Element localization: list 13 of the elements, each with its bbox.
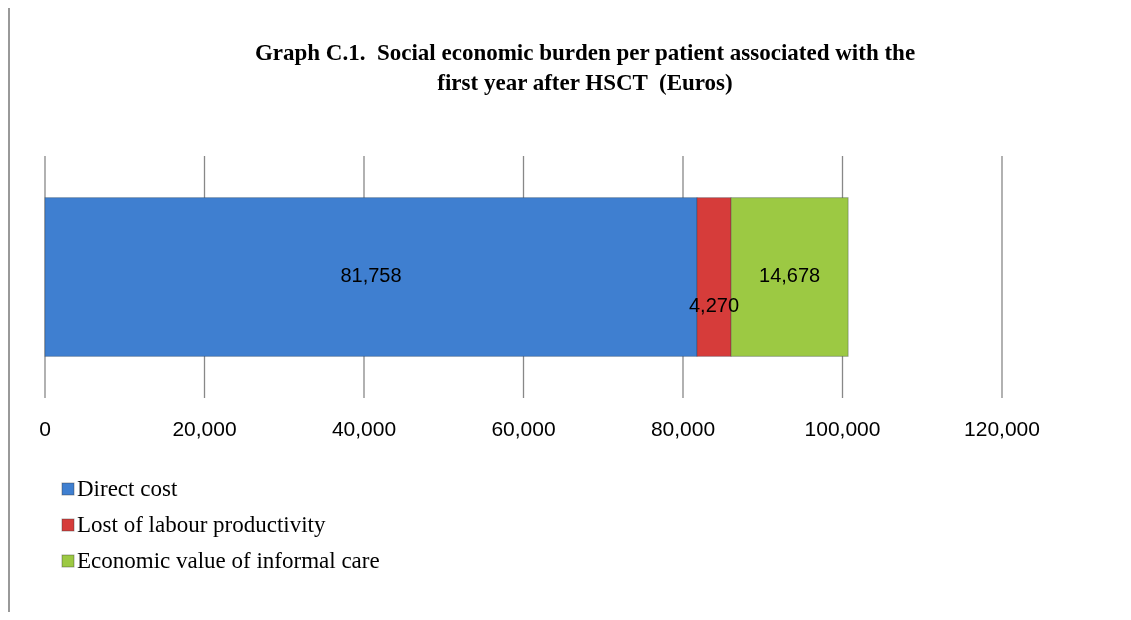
legend-label: Direct cost	[77, 476, 178, 501]
x-tick-label: 60,000	[491, 417, 556, 440]
legend-label: Lost of labour productivity	[77, 512, 326, 537]
x-tick-label: 20,000	[172, 417, 237, 440]
x-tick-label: 80,000	[650, 417, 716, 440]
legend-label: Economic value of informal care	[77, 548, 380, 573]
x-tick-label: 40,000	[331, 417, 397, 440]
x-tick-label: 120,000	[964, 417, 1040, 440]
data-label: 81,758	[340, 264, 402, 287]
x-tick-label: 100,000	[804, 417, 881, 440]
chart-title: Graph C.1. Social economic burden per patient associated with the first year after HSCT (Euros)	[254, 40, 916, 95]
x-tick-label: 0	[39, 417, 51, 440]
data-label: 14,678	[759, 264, 821, 287]
